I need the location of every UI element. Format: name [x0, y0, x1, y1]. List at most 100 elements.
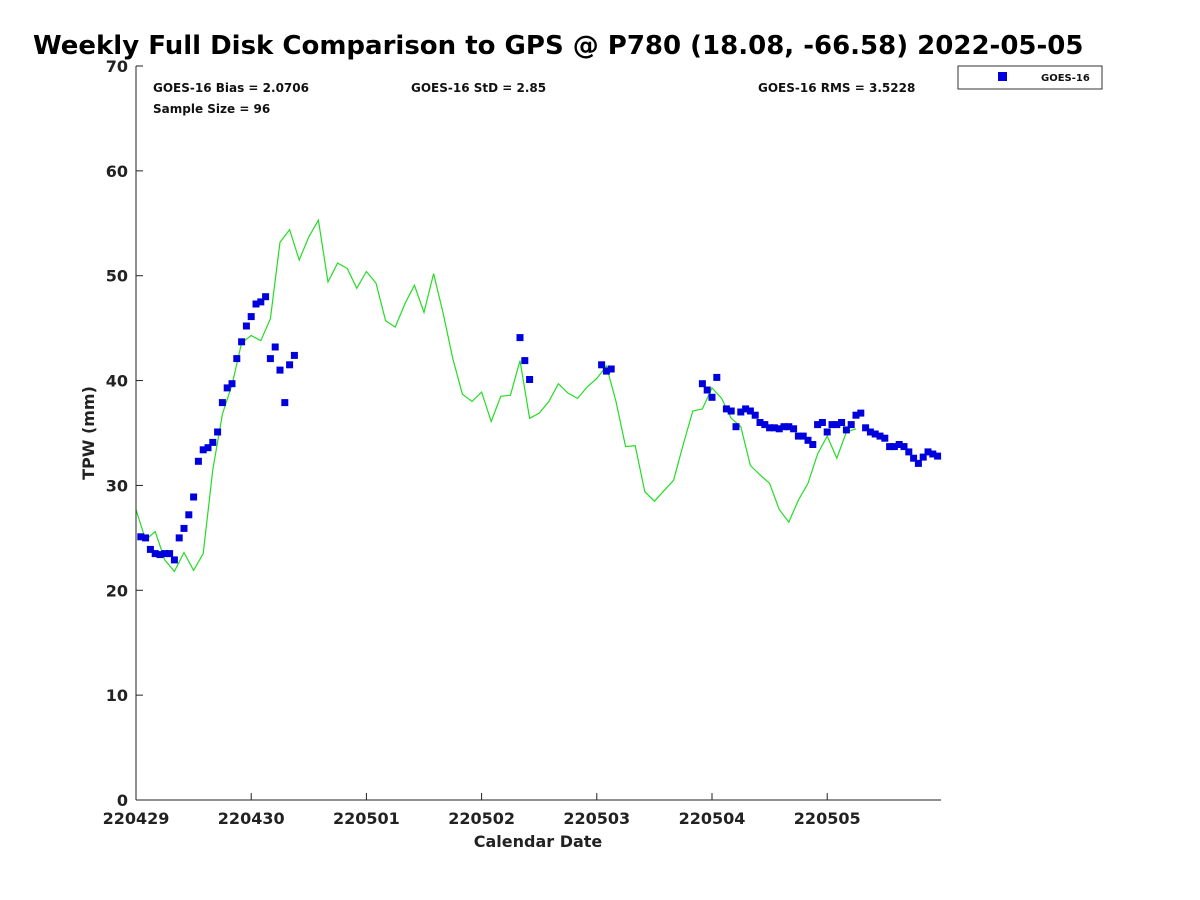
x-axis-label: Calendar Date: [474, 832, 603, 851]
goes16-point: [881, 434, 889, 442]
goes16-point: [914, 459, 922, 467]
x-tick-label: 220429: [103, 809, 170, 828]
goes16-point: [516, 334, 524, 342]
legend-label-goes16: GOES-16: [1041, 73, 1090, 84]
goes16-point: [180, 524, 188, 532]
goes16-point: [727, 407, 735, 415]
goes16-point: [766, 424, 774, 432]
goes16-point: [161, 550, 169, 558]
goes16-point: [242, 322, 250, 330]
goes16-point: [204, 444, 212, 452]
goes16-point: [905, 448, 913, 456]
std-annotation: GOES-16 StD = 2.85: [411, 81, 546, 95]
goes16-point: [866, 428, 874, 436]
goes16-point: [934, 452, 942, 460]
goes16-point: [823, 428, 831, 436]
goes16-points: [137, 293, 942, 564]
goes16-point: [521, 357, 529, 365]
goes16-point: [607, 365, 615, 373]
goes16-point: [756, 419, 764, 426]
goes16-point: [886, 443, 894, 451]
goes16-point: [862, 424, 870, 432]
goes16-point: [238, 338, 246, 346]
goes16-point: [218, 399, 226, 407]
y-tick-label: 60: [106, 162, 128, 181]
goes16-point: [185, 511, 193, 519]
goes16-point: [722, 405, 730, 413]
goes16-point: [281, 399, 289, 407]
y-tick-label: 20: [106, 581, 128, 600]
goes16-point: [262, 293, 270, 301]
goes16-point: [751, 411, 759, 419]
goes16-point: [818, 419, 826, 426]
goes16-point: [804, 436, 812, 444]
rms-annotation: GOES-16 RMS = 3.5228: [758, 81, 915, 95]
goes16-point: [708, 393, 716, 401]
goes16-point: [929, 450, 937, 458]
goes16-point: [190, 493, 198, 501]
goes16-point: [214, 428, 222, 436]
goes16-point: [775, 425, 783, 433]
goes16-point: [794, 432, 802, 440]
axes: 0 10 20 30 40 50 60 70 220429 220430 220501 220502 2…: [103, 57, 941, 828]
gps-line: [135, 218, 857, 573]
x-tick-label: 220430: [218, 809, 285, 828]
x-tick-label: 220505: [794, 809, 861, 828]
y-tick-label: 10: [106, 686, 128, 705]
goes16-point: [780, 423, 788, 431]
goes16-point: [146, 545, 154, 553]
goes16-point: [290, 351, 298, 359]
goes16-point: [761, 421, 769, 429]
y-tick-label: 0: [117, 791, 128, 810]
goes16-point: [799, 432, 807, 440]
goes16-point: [790, 425, 798, 433]
goes16-point: [910, 454, 918, 462]
x-tick-label: 220502: [448, 809, 515, 828]
goes16-point: [732, 423, 740, 431]
goes16-point: [890, 443, 898, 451]
x-tick-label: 220503: [563, 809, 630, 828]
goes16-point: [713, 373, 721, 381]
goes16-point: [876, 432, 884, 440]
legend-box: [957, 65, 1103, 90]
goes16-point: [602, 367, 610, 375]
goes16-point: [895, 441, 903, 448]
y-tick-label: 50: [106, 267, 128, 286]
goes16-point: [137, 533, 145, 541]
goes16-point: [871, 430, 879, 438]
goes16-point: [228, 380, 236, 388]
goes16-point: [223, 384, 231, 392]
goes16-point: [170, 556, 178, 564]
goes16-point: [742, 405, 750, 413]
stats-annotations: GOES-16 Bias = 2.0706 GOES-16 StD = 2.85…: [153, 81, 915, 116]
legend-marker-goes16: [998, 72, 1007, 81]
x-tick-label: 220504: [679, 809, 746, 828]
goes16-point: [924, 448, 932, 456]
goes16-point: [151, 550, 159, 558]
chart-title: Weekly Full Disk Comparison to GPS @ P78…: [33, 31, 1084, 61]
goes16-point: [919, 453, 927, 461]
goes16-point: [233, 355, 241, 363]
goes16-point: [257, 298, 265, 306]
goes16-point: [286, 361, 294, 369]
goes16-point: [252, 300, 260, 308]
goes16-point: [142, 534, 150, 542]
goes16-point: [266, 355, 274, 363]
goes16-point: [166, 550, 174, 558]
goes16-point: [847, 421, 855, 429]
y-tick-label: 70: [106, 57, 128, 76]
goes16-point: [698, 380, 706, 388]
goes16-point: [194, 457, 202, 465]
y-axis-label: TPW (mm): [79, 386, 98, 480]
goes16-point: [809, 441, 817, 448]
goes16-point: [703, 386, 711, 394]
goes16-point: [199, 446, 207, 454]
sample-size-annotation: Sample Size = 96: [153, 102, 270, 116]
goes16-point: [900, 443, 908, 451]
goes16-point: [838, 419, 846, 426]
y-tick-label: 40: [106, 372, 128, 391]
y-tick-label: 30: [106, 476, 128, 495]
goes16-point: [598, 361, 606, 369]
goes16-point: [526, 376, 534, 383]
bias-annotation: GOES-16 Bias = 2.0706: [153, 81, 309, 95]
